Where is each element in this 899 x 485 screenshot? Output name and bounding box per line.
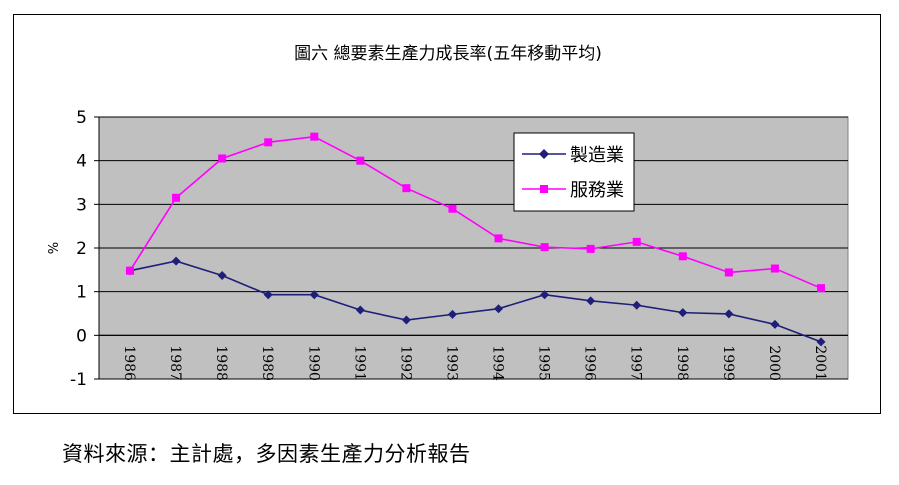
y-tick-label: 0 xyxy=(76,326,87,346)
x-tick-label: 2001 xyxy=(812,345,828,381)
data-point xyxy=(309,290,319,300)
source-note: 資料來源：主計處，多因素生產力分析報告 xyxy=(62,442,471,466)
chart-frame: 圖六 總要素生產力成長率(五年移動平均) 5 4 3 2 1 0 -1 % 1986 1987… xyxy=(13,14,881,414)
x-tick-label: 1994 xyxy=(490,345,506,381)
data-point xyxy=(770,264,779,273)
x-tick-label: 1986 xyxy=(121,345,137,381)
x-tick-label: 1992 xyxy=(397,345,413,381)
x-tick-label: 1996 xyxy=(582,345,598,381)
x-tick-label: 1999 xyxy=(720,345,736,381)
y-tick-label: 4 xyxy=(76,152,87,172)
y-tick-label: 5 xyxy=(76,108,87,128)
data-point xyxy=(816,337,826,347)
data-point xyxy=(678,308,688,318)
data-point xyxy=(356,156,365,165)
data-point xyxy=(172,193,181,202)
data-point xyxy=(448,204,457,213)
data-point xyxy=(402,184,411,193)
y-tick-label: 1 xyxy=(76,283,87,303)
y-axis-ticks: 5 4 3 2 1 0 -1 xyxy=(70,108,99,390)
x-tick-label: 2000 xyxy=(766,345,782,381)
y-tick-label: 3 xyxy=(76,195,87,215)
legend-marker xyxy=(540,185,548,193)
x-tick-label: 1993 xyxy=(443,345,459,381)
x-tick-label: 1998 xyxy=(674,345,690,381)
x-tick-label: 1995 xyxy=(536,345,552,381)
x-tick-label: 1991 xyxy=(351,345,367,381)
x-tick-label: 1989 xyxy=(259,345,275,381)
data-point xyxy=(310,132,319,141)
data-point xyxy=(218,154,227,163)
y-tick-label: 2 xyxy=(76,239,87,259)
data-point xyxy=(126,266,134,275)
legend-label: 製造業 xyxy=(570,145,624,166)
data-point xyxy=(724,309,734,319)
data-point xyxy=(401,315,411,325)
data-point xyxy=(171,256,181,266)
data-point xyxy=(586,244,595,253)
x-axis-ticks: 1986 1987 1988 1989 1990 1991 1992 1993 1994 1995… xyxy=(121,345,828,381)
data-point xyxy=(355,305,365,315)
x-tick-label: 1990 xyxy=(305,345,321,381)
data-point xyxy=(817,284,825,293)
data-point xyxy=(217,271,227,281)
y-axis-label: % xyxy=(44,242,59,254)
data-point xyxy=(263,290,273,300)
data-point xyxy=(770,319,780,329)
data-point xyxy=(540,243,549,252)
data-point xyxy=(494,304,504,314)
series-line-2 xyxy=(129,135,822,289)
data-point xyxy=(540,290,550,300)
data-point xyxy=(724,268,733,277)
series-line-1 xyxy=(129,260,822,343)
data-point xyxy=(494,234,503,243)
data-point xyxy=(264,138,273,147)
legend-marker xyxy=(539,149,549,159)
data-point xyxy=(586,296,596,306)
x-tick-label: 1997 xyxy=(628,345,644,381)
legend-box xyxy=(513,132,635,212)
chart: 圖六 總要素生產力成長率(五年移動平均) 5 4 3 2 1 0 -1 % 1986 1987… xyxy=(44,44,849,390)
data-point xyxy=(678,252,687,261)
data-point xyxy=(447,309,457,319)
data-point xyxy=(632,300,642,310)
x-tick-label: 1988 xyxy=(213,345,229,381)
data-point xyxy=(632,237,641,246)
x-tick-label: 1987 xyxy=(167,345,183,381)
y-tick-label: -1 xyxy=(70,370,87,390)
legend-label: 服務業 xyxy=(570,180,624,201)
series-layer xyxy=(125,132,826,347)
chart-title: 圖六 總要素生產力成長率(五年移動平均) xyxy=(294,44,602,64)
